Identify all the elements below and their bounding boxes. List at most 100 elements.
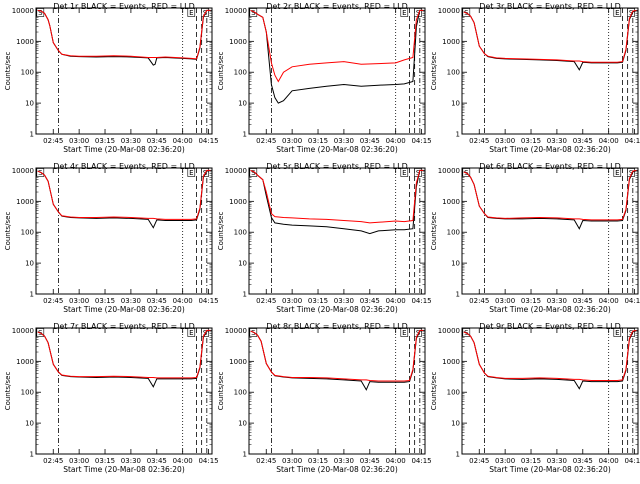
x-tick-label: 03:45 xyxy=(147,137,167,145)
x-tick-label: 03:30 xyxy=(334,297,354,305)
annotation-label: S xyxy=(629,329,634,337)
x-tick-label: 04:15 xyxy=(411,137,431,145)
y-tick-label: 1 xyxy=(243,131,247,139)
annotation-box xyxy=(613,8,622,17)
panel-title: Det 5r BLACK = Events, RED = LLD xyxy=(266,162,408,171)
x-tick-label: 03:30 xyxy=(547,137,567,145)
x-tick-label: 03:45 xyxy=(147,297,167,305)
y-tick-label: 100 xyxy=(234,69,247,77)
x-tick-label: 02:45 xyxy=(469,137,489,145)
y-tick-label: 100 xyxy=(21,389,34,397)
x-axis-label: Start Time (20-Mar-08 02:36:20) xyxy=(489,145,611,154)
x-tick-label: 02:45 xyxy=(256,297,276,305)
y-tick-label: 10 xyxy=(238,260,247,268)
x-tick-label: 04:00 xyxy=(599,297,619,305)
x-tick-label: 03:45 xyxy=(360,457,380,465)
y-tick-label: 10 xyxy=(25,420,34,428)
annotation-label: S xyxy=(629,169,634,177)
x-tick-label: 03:45 xyxy=(573,457,593,465)
annotation-label: E xyxy=(615,169,619,177)
annotation-label: E xyxy=(189,9,193,17)
x-axis-label: Start Time (20-Mar-08 02:36:20) xyxy=(489,305,611,314)
plot-frame xyxy=(461,327,639,455)
x-axis-label: Start Time (20-Mar-08 02:36:20) xyxy=(63,305,185,314)
annotation-label: E xyxy=(189,169,193,177)
y-tick-label: 1 xyxy=(456,451,460,459)
x-axis-label: Start Time (20-Mar-08 02:36:20) xyxy=(489,465,611,474)
annotation-box xyxy=(249,8,258,17)
y-axis-label: Counts/sec xyxy=(217,372,225,411)
plot-frame xyxy=(461,167,639,295)
annotation-label: S xyxy=(38,9,43,17)
x-tick-label: 04:15 xyxy=(624,457,640,465)
y-tick-label: 100 xyxy=(447,229,460,237)
x-tick-label: 03:30 xyxy=(547,457,567,465)
y-tick-label: 10000 xyxy=(225,167,247,175)
x-tick-label: 03:15 xyxy=(521,457,541,465)
x-tick-label: 03:00 xyxy=(495,457,515,465)
x-tick-label: 02:45 xyxy=(256,137,276,145)
panel-title: Det 9r BLACK = Events, RED = LLD xyxy=(479,322,621,331)
annotation-label: E xyxy=(402,329,406,337)
annotation-box xyxy=(187,328,196,337)
y-tick-label: 10000 xyxy=(225,7,247,15)
series-lld-line xyxy=(37,9,211,60)
x-tick-label: 04:00 xyxy=(386,297,406,305)
x-tick-label: 02:45 xyxy=(43,137,63,145)
y-tick-label: 10 xyxy=(238,420,247,428)
x-tick-label: 02:45 xyxy=(256,457,276,465)
annotation-box xyxy=(400,328,409,337)
x-tick-label: 03:15 xyxy=(308,457,328,465)
x-tick-label: 03:15 xyxy=(95,137,115,145)
plot-frame xyxy=(248,7,426,135)
panel-title: Det 3r BLACK = Events, RED = LLD xyxy=(479,2,621,11)
y-tick-label: 10000 xyxy=(12,327,34,335)
x-tick-label: 03:45 xyxy=(573,137,593,145)
y-axis-label: Counts/sec xyxy=(217,212,225,251)
y-tick-label: 1000 xyxy=(229,358,247,366)
y-tick-label: 1000 xyxy=(442,358,460,366)
annotation-box xyxy=(187,168,196,177)
y-tick-label: 10000 xyxy=(438,327,460,335)
series-lld-line xyxy=(250,169,424,224)
x-tick-label: 03:30 xyxy=(334,457,354,465)
annotation-label: S xyxy=(38,169,43,177)
y-tick-label: 1 xyxy=(456,291,460,299)
x-tick-label: 03:30 xyxy=(547,297,567,305)
panel-det-2: Det 2r BLACK = Events, RED = LLD 1 10 100 10… xyxy=(217,2,432,154)
y-axis-label: Counts/sec xyxy=(4,372,12,411)
annotation-label: S xyxy=(251,329,256,337)
panel-title: Det 6r BLACK = Events, RED = LLD xyxy=(479,162,621,171)
annotation-label: E xyxy=(402,169,406,177)
x-tick-label: 03:00 xyxy=(495,137,515,145)
x-axis-label: Start Time (20-Mar-08 02:36:20) xyxy=(63,465,185,474)
x-tick-label: 03:00 xyxy=(495,297,515,305)
panel-det-9: Det 9r BLACK = Events, RED = LLD 1 10 100 10… xyxy=(430,322,640,474)
panel-det-6: Det 6r BLACK = Events, RED = LLD 1 10 100 10… xyxy=(430,162,640,314)
panel-title: Det 2r BLACK = Events, RED = LLD xyxy=(266,2,408,11)
series-events-line xyxy=(463,329,637,390)
x-axis-label: Start Time (20-Mar-08 02:36:20) xyxy=(276,145,398,154)
x-tick-label: 04:00 xyxy=(173,297,193,305)
panel-title: Det 4r BLACK = Events, RED = LLD xyxy=(53,162,195,171)
annotation-label: E xyxy=(189,329,193,337)
plot-frame xyxy=(35,167,213,295)
x-tick-label: 02:45 xyxy=(469,297,489,305)
annotation-label: E xyxy=(615,9,619,17)
series-lld-line xyxy=(37,169,211,220)
panel-det-8: Det 8r BLACK = Events, RED = LLD 1 10 100 10… xyxy=(217,322,432,474)
y-tick-label: 100 xyxy=(21,229,34,237)
x-tick-label: 03:45 xyxy=(360,297,380,305)
annotation-label: S xyxy=(251,169,256,177)
panel-det-4: Det 4r BLACK = Events, RED = LLD 1 10 100 10… xyxy=(4,162,219,314)
x-tick-label: 04:15 xyxy=(411,297,431,305)
x-tick-label: 04:15 xyxy=(624,297,640,305)
y-axis-label: Counts/sec xyxy=(217,52,225,91)
x-tick-label: 04:15 xyxy=(198,297,218,305)
panel-title: Det 7r BLACK = Events, RED = LLD xyxy=(53,322,195,331)
x-tick-label: 03:30 xyxy=(121,297,141,305)
series-events-line xyxy=(37,9,211,66)
y-tick-label: 1 xyxy=(30,291,34,299)
annotation-label: E xyxy=(615,329,619,337)
